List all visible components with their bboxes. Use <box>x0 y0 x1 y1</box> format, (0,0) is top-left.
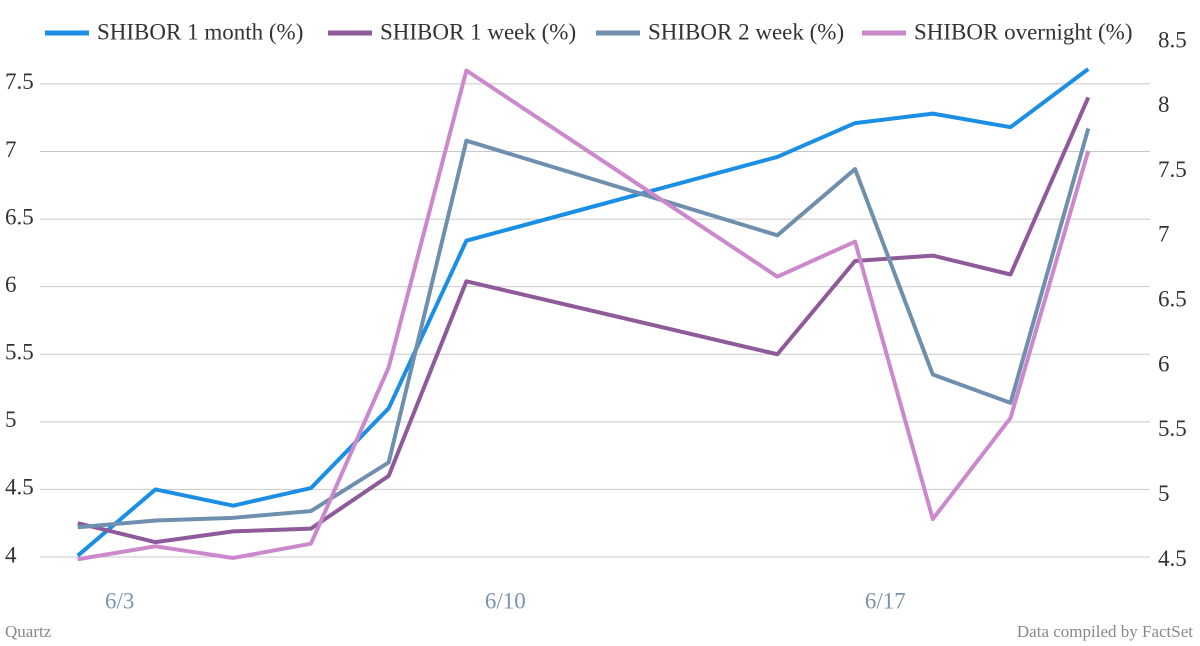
y2-tick-label: 8.5 <box>1158 27 1187 52</box>
y-tick-label: 6.5 <box>5 204 34 229</box>
y-tick-label: 4 <box>5 542 17 567</box>
series-line <box>76 67 1090 558</box>
y-tick-label: 7 <box>5 137 17 162</box>
legend-label: SHIBOR overnight (%) <box>914 19 1132 44</box>
y-tick-label: 6 <box>5 272 17 297</box>
x-tick-label: 6/10 <box>485 588 526 613</box>
legend-label: SHIBOR 2 week (%) <box>648 19 844 44</box>
legend-label: SHIBOR 1 month (%) <box>97 19 303 44</box>
y2-tick-label: 6.5 <box>1158 287 1187 312</box>
y-tick-label: 5 <box>5 407 17 432</box>
x-tick-label: 6/17 <box>865 588 906 613</box>
y2-tick-label: 8 <box>1158 92 1170 117</box>
legend-label: SHIBOR 1 week (%) <box>380 19 576 44</box>
y2-tick-label: 7.5 <box>1158 157 1187 182</box>
x-tick-label: 6/3 <box>105 588 134 613</box>
y2-tick-label: 5.5 <box>1158 416 1187 441</box>
series-line <box>77 96 1091 545</box>
y2-tick-label: 4.5 <box>1158 546 1187 571</box>
y-tick-label: 7.5 <box>5 69 34 94</box>
y2-tick-label: 6 <box>1158 351 1170 376</box>
y-tick-label: 4.5 <box>5 475 34 500</box>
series-line <box>77 127 1091 530</box>
source-left: Quartz <box>5 622 52 641</box>
series-line <box>77 68 1091 562</box>
y-tick-label: 5.5 <box>5 340 34 365</box>
y2-tick-label: 5 <box>1158 481 1170 506</box>
y2-tick-label: 7 <box>1158 222 1170 247</box>
source-right: Data compiled by FactSet <box>1017 622 1193 641</box>
